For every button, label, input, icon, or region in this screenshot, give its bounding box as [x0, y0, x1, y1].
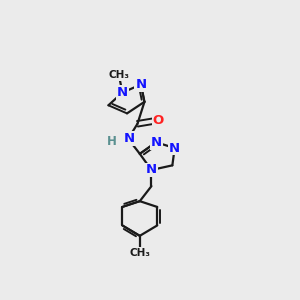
Text: CH₃: CH₃	[129, 248, 150, 258]
Text: N: N	[124, 132, 135, 145]
Text: N: N	[117, 86, 128, 99]
Text: H: H	[107, 135, 117, 148]
Text: N: N	[146, 164, 157, 176]
Text: N: N	[151, 136, 162, 149]
Text: N: N	[135, 78, 146, 91]
Text: N: N	[169, 142, 180, 154]
Text: O: O	[153, 114, 164, 127]
Text: CH₃: CH₃	[108, 70, 129, 80]
